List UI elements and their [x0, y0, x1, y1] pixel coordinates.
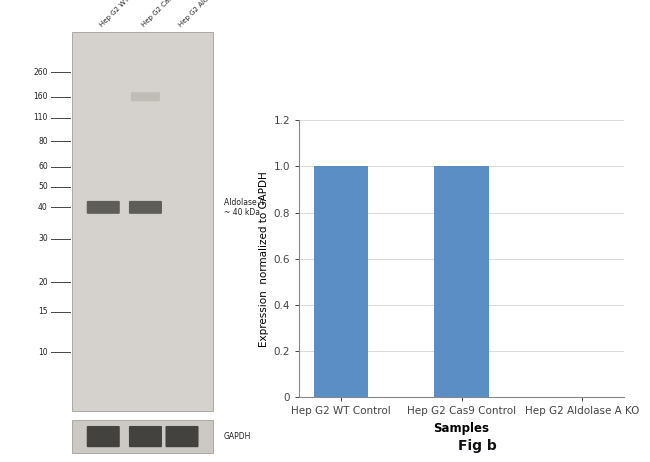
Text: Aldolase A
~ 40 kDa: Aldolase A ~ 40 kDa: [224, 198, 264, 217]
Bar: [72, 32, 213, 411]
Y-axis label: Expression  normalized to GAPDH: Expression normalized to GAPDH: [259, 171, 269, 346]
Text: 30: 30: [38, 234, 48, 243]
Text: 40: 40: [38, 203, 48, 212]
Bar: [434, 166, 489, 397]
FancyBboxPatch shape: [129, 201, 162, 214]
Text: 15: 15: [38, 307, 48, 316]
Text: Fig b: Fig b: [458, 439, 497, 453]
Text: Hep G2 Cas9 Control: Hep G2 Cas9 Control: [141, 0, 197, 28]
FancyBboxPatch shape: [129, 426, 162, 447]
FancyBboxPatch shape: [166, 426, 198, 447]
Bar: [72, 420, 213, 453]
Text: Hep G2 WT Control: Hep G2 WT Control: [99, 0, 151, 28]
Text: 50: 50: [38, 182, 48, 191]
Bar: [314, 166, 368, 397]
Text: 60: 60: [38, 162, 48, 171]
FancyBboxPatch shape: [86, 426, 120, 447]
Text: Hep G2 Aldolase A KO: Hep G2 Aldolase A KO: [177, 0, 236, 28]
Text: 20: 20: [38, 278, 48, 287]
Text: 110: 110: [33, 113, 48, 122]
Text: 260: 260: [33, 67, 48, 77]
Text: 10: 10: [38, 348, 48, 357]
X-axis label: Samples: Samples: [434, 422, 489, 435]
Text: 80: 80: [38, 137, 48, 146]
FancyBboxPatch shape: [86, 201, 120, 214]
Text: GAPDH: GAPDH: [224, 432, 252, 441]
FancyBboxPatch shape: [131, 92, 160, 101]
Text: 160: 160: [33, 92, 48, 101]
